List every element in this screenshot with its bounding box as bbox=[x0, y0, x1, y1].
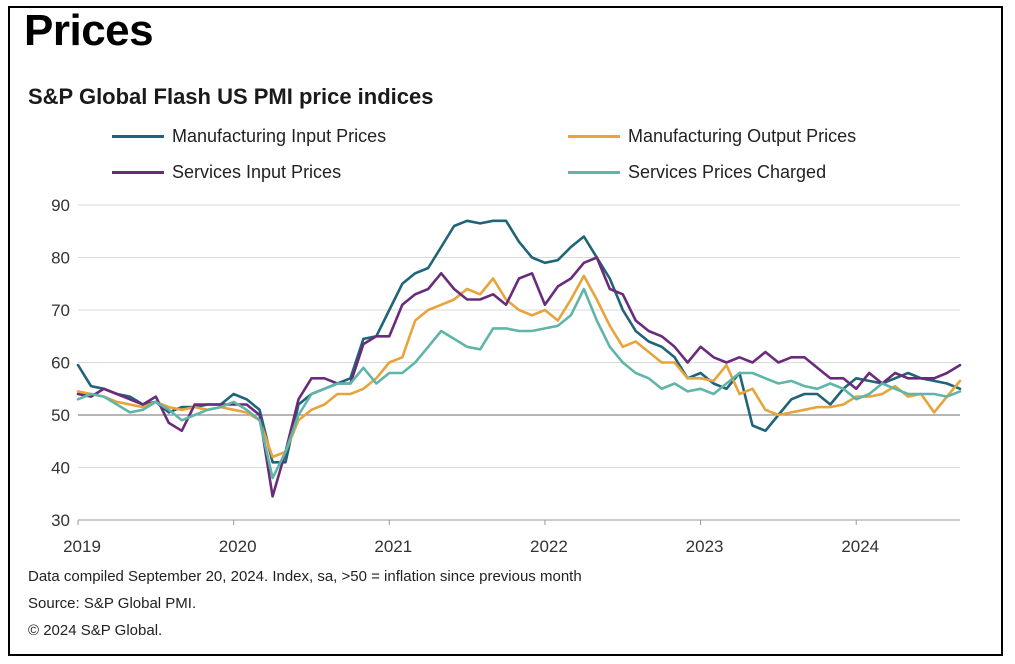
legend-label: Manufacturing Input Prices bbox=[172, 126, 387, 146]
legend-label: Manufacturing Output Prices bbox=[628, 126, 857, 146]
x-tick-label: 2024 bbox=[841, 537, 879, 556]
legend-item-manufacturing-input: Manufacturing Input Prices bbox=[112, 126, 386, 147]
legend-item-services-charged: Services Prices Charged bbox=[568, 162, 826, 183]
y-tick-label: 90 bbox=[51, 196, 70, 215]
legend-label: Services Prices Charged bbox=[628, 162, 827, 182]
x-tick-label: 2022 bbox=[530, 537, 568, 556]
footnote-source: Source: S&P Global PMI. bbox=[28, 595, 197, 612]
x-tick-label: 2020 bbox=[219, 537, 257, 556]
legend-swatch-services-charged bbox=[568, 171, 620, 174]
legend-swatch-services-input bbox=[112, 171, 164, 174]
footnote-copyright: © 2024 S&P Global. bbox=[28, 622, 163, 639]
figure-frame bbox=[8, 6, 1003, 656]
legend-swatch-manufacturing-output bbox=[568, 135, 620, 138]
footnote-data-compiled: Data compiled September 20, 2024. Index,… bbox=[28, 568, 582, 585]
page-title: Prices bbox=[24, 6, 154, 55]
y-tick-label: 30 bbox=[51, 511, 70, 530]
chart-subtitle: S&P Global Flash US PMI price indices bbox=[28, 84, 434, 109]
y-tick-label: 80 bbox=[51, 249, 70, 268]
y-tick-label: 50 bbox=[51, 406, 70, 425]
series-line-manufacturing-input bbox=[76, 219, 962, 464]
legend-swatch-manufacturing-input bbox=[112, 135, 164, 138]
x-tick-label: 2021 bbox=[374, 537, 412, 556]
legend-label: Services Input Prices bbox=[172, 162, 342, 182]
y-tick-label: 70 bbox=[51, 301, 70, 320]
series-line-manufacturing-output bbox=[76, 274, 962, 459]
x-tick-label: 2019 bbox=[63, 537, 101, 556]
series-line-services-input bbox=[76, 256, 962, 498]
legend-item-manufacturing-output: Manufacturing Output Prices bbox=[568, 126, 856, 147]
x-tick-label: 2023 bbox=[686, 537, 724, 556]
series-line-services-charged bbox=[76, 287, 962, 480]
legend-item-services-input: Services Input Prices bbox=[112, 162, 341, 183]
y-tick-label: 60 bbox=[51, 354, 70, 373]
y-tick-label: 40 bbox=[51, 459, 70, 478]
